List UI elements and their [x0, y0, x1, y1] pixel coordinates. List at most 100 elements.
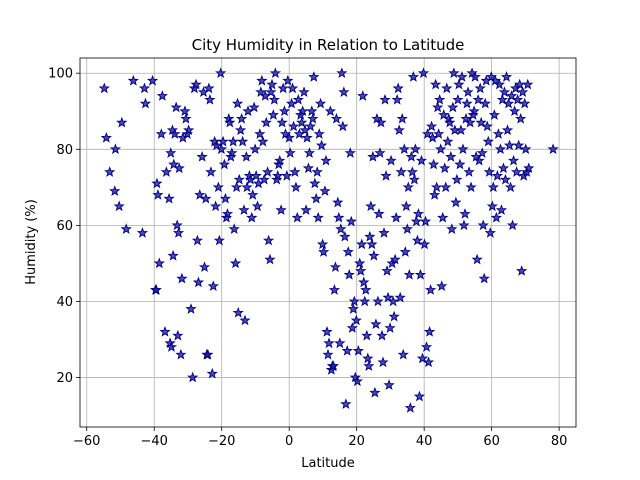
data-point [519, 97, 531, 109]
data-point [464, 116, 476, 128]
data-point [500, 71, 513, 82]
data-point [445, 151, 457, 162]
data-point [385, 154, 397, 166]
data-point [357, 90, 369, 101]
data-point [347, 303, 359, 314]
data-point [215, 67, 227, 78]
data-point [290, 181, 302, 193]
data-point [151, 177, 163, 189]
data-point [307, 112, 319, 124]
data-point [362, 352, 374, 364]
data-point [272, 170, 284, 181]
data-point [277, 82, 289, 94]
data-point [109, 185, 121, 196]
x-axis-title: Latitude [301, 456, 355, 471]
data-point [311, 166, 323, 177]
data-point [320, 154, 332, 166]
data-point [465, 181, 477, 193]
data-point [455, 124, 467, 136]
data-point [336, 67, 348, 78]
data-point [100, 132, 112, 143]
data-point [437, 211, 449, 223]
data-point [509, 105, 521, 117]
data-point [405, 151, 417, 162]
data-point [421, 128, 434, 139]
data-point [433, 128, 445, 139]
data-point [327, 360, 339, 371]
data-point [113, 200, 125, 212]
data-point [494, 143, 507, 155]
y-tick-label: 40 [56, 295, 73, 310]
data-point [286, 82, 299, 94]
y-tick-label: 80 [56, 143, 73, 158]
data-point [314, 97, 327, 109]
data-point [266, 78, 278, 90]
data-point [512, 93, 524, 105]
x-tick-label: −20 [208, 434, 235, 449]
data-point [217, 135, 229, 147]
data-point [323, 337, 335, 349]
data-point [411, 234, 424, 246]
data-point [352, 345, 364, 356]
data-point [321, 326, 333, 337]
data-point [396, 112, 408, 124]
data-point [394, 291, 406, 303]
data-point [425, 120, 438, 132]
data-point [393, 124, 405, 136]
data-point [490, 211, 502, 223]
data-point [205, 166, 217, 177]
data-point [264, 253, 276, 265]
x-tick-label: 40 [416, 434, 433, 449]
data-point [210, 200, 222, 212]
data-point [469, 71, 481, 82]
data-point [165, 147, 177, 158]
data-point [330, 112, 343, 124]
data-point [441, 82, 453, 94]
data-point [276, 116, 288, 128]
data-point [409, 143, 421, 155]
data-point [338, 86, 350, 97]
data-point [458, 219, 470, 231]
data-point [417, 67, 430, 78]
data-point [351, 375, 363, 387]
data-point [406, 166, 418, 177]
data-point [488, 109, 500, 120]
data-point [179, 105, 191, 117]
data-point [407, 71, 419, 82]
data-point [520, 143, 532, 155]
data-point [227, 135, 239, 147]
data-point [495, 204, 508, 215]
data-point [436, 280, 448, 292]
data-point [298, 86, 310, 98]
data-point [168, 158, 180, 170]
data-point [354, 257, 366, 269]
data-point [350, 314, 362, 326]
data-point [356, 238, 368, 250]
data-point [172, 227, 185, 238]
data-point [447, 101, 459, 113]
data-point [239, 314, 251, 326]
data-point [175, 348, 187, 360]
data-point [232, 306, 244, 318]
data-point [523, 162, 535, 174]
data-point [172, 329, 184, 341]
data-point [422, 356, 435, 368]
data-point [282, 74, 294, 86]
data-point [486, 200, 498, 212]
x-tick-label: −60 [73, 434, 100, 449]
data-point [419, 215, 432, 227]
data-point [98, 82, 110, 94]
data-point [248, 101, 260, 113]
data-point [238, 204, 250, 215]
data-point [267, 109, 279, 120]
data-point [300, 204, 312, 215]
data-point [389, 253, 401, 265]
data-point [408, 173, 420, 185]
data-point [335, 223, 347, 234]
data-point [297, 105, 309, 117]
data-point [301, 132, 313, 143]
chart-title: City Humidity in Relation to Latitude [192, 36, 465, 54]
data-point [359, 295, 371, 307]
y-tick-label: 20 [56, 371, 73, 386]
